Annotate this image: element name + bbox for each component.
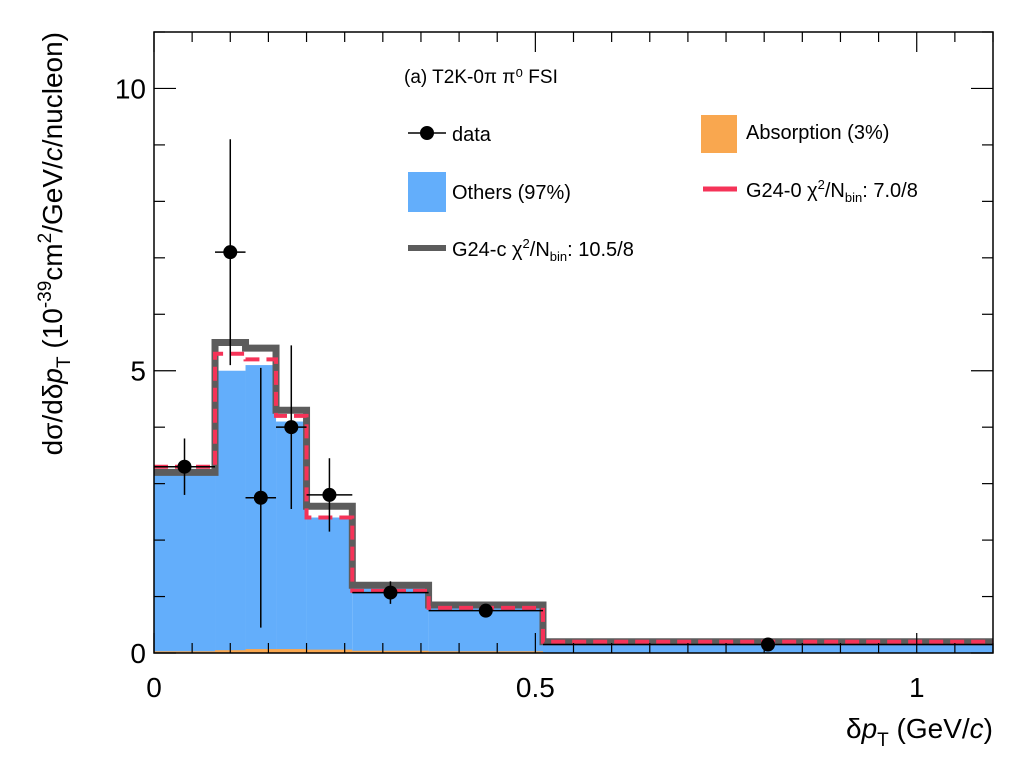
data-point-6 <box>478 603 493 618</box>
y-tick-label-1: 5 <box>130 356 146 387</box>
x-tick-label-0: 0 <box>146 672 162 703</box>
data-point-0 <box>177 459 192 474</box>
others-bar-0 <box>154 472 216 653</box>
legend-data-label: data <box>452 124 492 146</box>
data-point-2 <box>253 490 268 505</box>
absorption-bar-5 <box>352 650 429 653</box>
data-points-layer <box>154 139 993 652</box>
others-bar-1 <box>215 370 246 653</box>
absorption-bar-4 <box>306 649 353 653</box>
legend-absorption-swatch <box>701 115 737 153</box>
legend-g24-c-label: G24-c χ2/Nbin: 10.5/8 <box>452 236 634 264</box>
absorption-bar-2 <box>245 649 277 653</box>
absorption-bar-0 <box>154 651 216 653</box>
data-point-1 <box>223 245 238 260</box>
x-axis-ticks: 0 0.5 1 <box>146 32 994 703</box>
data-point-4 <box>322 487 337 502</box>
x-tick-label-1: 0.5 <box>516 672 555 703</box>
data-point-3 <box>284 420 299 435</box>
legend-others-swatch <box>408 172 446 212</box>
legend: data Absorption (3%) Others (97%) G24-0 … <box>408 115 918 264</box>
chart-title: (a) T2K-0π π⁰ FSI <box>404 67 558 88</box>
data-point-7 <box>760 637 775 652</box>
legend-g24-0-label: G24-0 χ2/Nbin: 7.0/8 <box>746 177 918 205</box>
x-axis-title: δpT (GeV/c) <box>846 713 993 751</box>
absorption-bar-6 <box>428 651 543 653</box>
y-axis-ticks: 0 5 10 <box>115 31 993 669</box>
legend-data-marker <box>420 126 434 140</box>
legend-absorption-label: Absorption (3%) <box>746 122 889 144</box>
y-axis-title: dσ/dδpT (10-39cm2/GeV/c/nucleon) <box>35 32 75 455</box>
legend-others-label: Others (97%) <box>452 182 571 204</box>
data-point-5 <box>383 585 398 600</box>
y-tick-label-0: 0 <box>130 638 146 669</box>
others-bar-4 <box>306 517 353 653</box>
absorption-bar-3 <box>276 649 307 653</box>
y-tick-label-2: 10 <box>115 73 146 104</box>
x-tick-label-2: 1 <box>909 672 925 703</box>
